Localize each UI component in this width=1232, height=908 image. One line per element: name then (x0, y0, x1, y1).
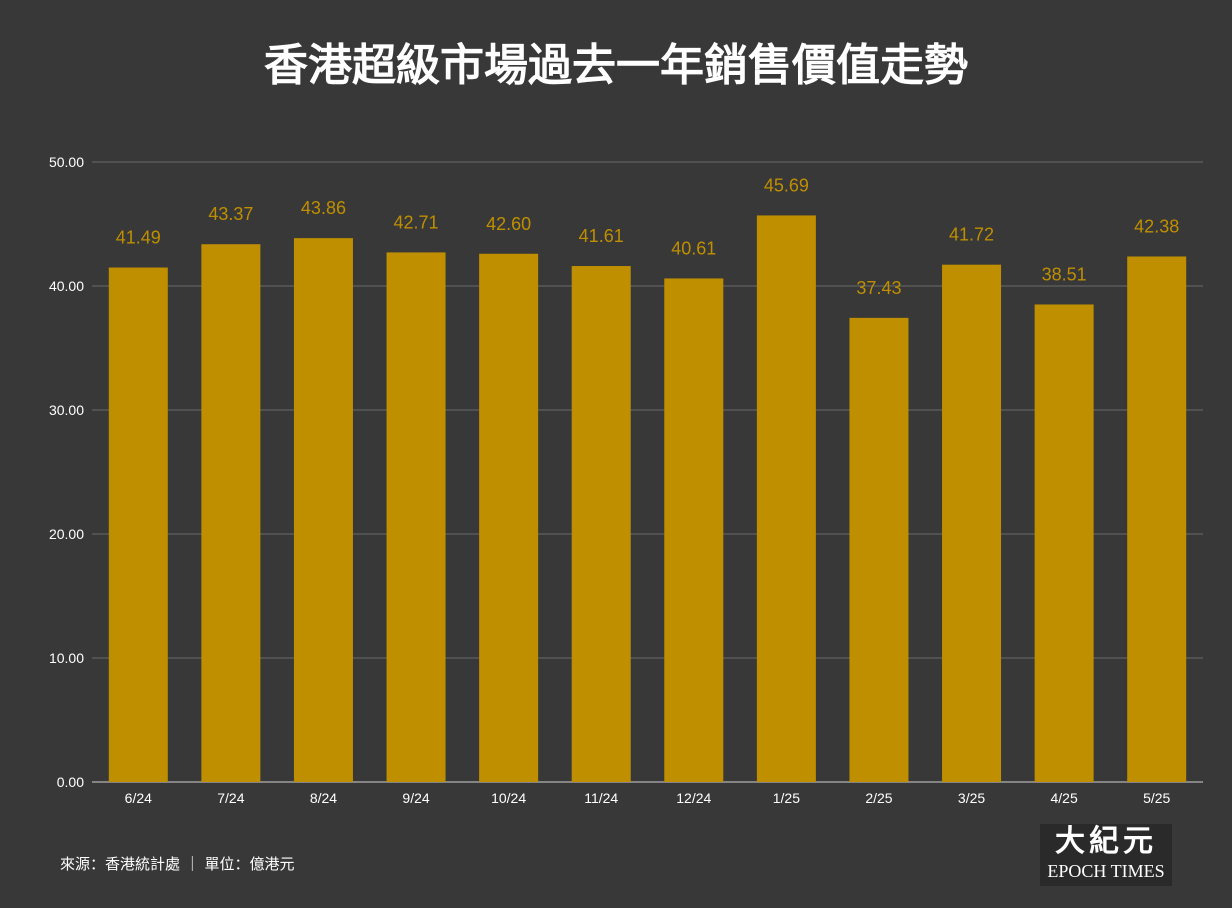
data-label: 41.49 (116, 228, 161, 248)
bar (1034, 304, 1094, 782)
bar (1127, 256, 1187, 782)
bar (571, 266, 631, 782)
bar (386, 252, 446, 782)
data-label: 42.38 (1134, 216, 1179, 236)
data-label: 42.60 (486, 214, 531, 234)
x-tick-label: 12/24 (676, 790, 711, 806)
x-tick-label: 2/25 (865, 790, 892, 806)
bars (108, 215, 1187, 783)
x-tick-label: 3/25 (958, 790, 985, 806)
data-label: 37.43 (856, 278, 901, 298)
gridlines (92, 161, 1203, 783)
x-tick-label: 1/25 (773, 790, 800, 806)
value-labels: 41.49 43.37 43.86 42.71 42.60 41.61 40.61 45.69… (116, 175, 1179, 297)
x-tick-label: 4/25 (1051, 790, 1078, 806)
y-tick-label: 30.00 (49, 402, 84, 418)
y-tick-label: 40.00 (49, 278, 84, 294)
logo-en-text: EPOCH TIMES (1047, 861, 1165, 881)
x-tick-label: 5/25 (1143, 790, 1170, 806)
bar (664, 278, 724, 782)
epoch-times-logo: 大紀元 EPOCH TIMES (1040, 824, 1172, 886)
x-tick-label: 10/24 (491, 790, 526, 806)
x-tick-label: 7/24 (217, 790, 244, 806)
bar (201, 244, 261, 782)
bar (849, 317, 909, 782)
bar (942, 264, 1002, 782)
y-tick-label: 20.00 (49, 526, 84, 542)
data-label: 45.69 (764, 175, 809, 195)
x-tick-label: 6/24 (125, 790, 152, 806)
y-tick-label: 0.00 (57, 774, 84, 790)
page-title: 香港超級市場過去一年銷售價值走勢 (264, 40, 968, 91)
bar (479, 253, 539, 782)
data-label: 41.61 (579, 226, 624, 246)
y-tick-label: 10.00 (49, 650, 84, 666)
bar (293, 238, 353, 783)
data-label: 41.72 (949, 225, 994, 245)
data-label: 43.37 (208, 204, 253, 224)
x-tick-label: 11/24 (584, 790, 618, 806)
data-label: 42.71 (394, 212, 439, 232)
logo-cjk-text: 大紀元 (1055, 824, 1157, 859)
source-note: 來源：香港統計處 ｜ 單位：億港元 (60, 855, 295, 873)
x-tick-label: 9/24 (402, 790, 429, 806)
y-tick-label: 50.00 (49, 154, 84, 170)
x-axis-ticks: 6/24 7/24 8/24 9/24 10/24 11/24 12/24 1/25 2/25 3… (125, 790, 1171, 806)
bar (756, 215, 816, 783)
y-axis-ticks: 0.00 10.00 20.00 30.00 40.00 50.00 (49, 154, 84, 790)
data-label: 43.86 (301, 198, 346, 218)
bar (108, 267, 168, 782)
data-label: 38.51 (1042, 264, 1087, 284)
data-label: 40.61 (671, 238, 716, 258)
x-tick-label: 8/24 (310, 790, 337, 806)
